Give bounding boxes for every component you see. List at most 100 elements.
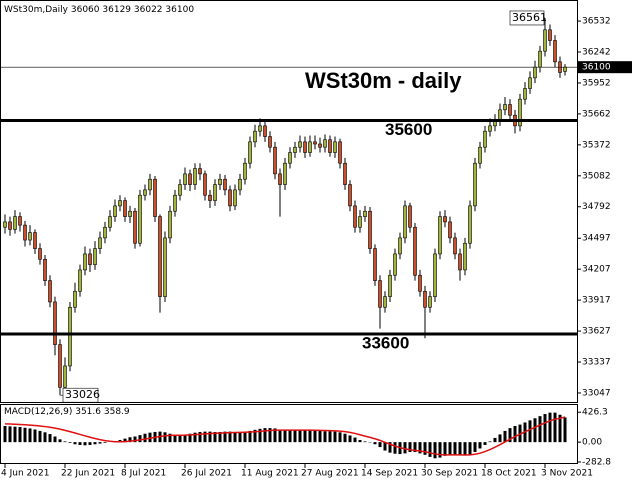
candle-body bbox=[543, 29, 547, 52]
candle-body bbox=[373, 248, 377, 281]
macd-bar bbox=[513, 425, 517, 443]
macd-bar bbox=[33, 429, 37, 443]
macd-bar bbox=[28, 428, 32, 443]
annotation: 36561 bbox=[512, 11, 547, 24]
candle-body bbox=[343, 162, 347, 185]
candle-body bbox=[138, 194, 142, 244]
candle-body bbox=[218, 178, 222, 185]
candle-body bbox=[63, 365, 67, 388]
macd-bar bbox=[93, 442, 97, 445]
macd-bar bbox=[298, 430, 302, 443]
candle-body bbox=[293, 146, 297, 153]
x-tick-label: 27 Aug 2021 bbox=[301, 469, 359, 479]
y-tick-label: 35952 bbox=[582, 78, 611, 88]
y-tick-label: -282.8 bbox=[582, 458, 611, 468]
candle-body bbox=[103, 226, 107, 239]
candle-body bbox=[113, 205, 117, 217]
macd-bar bbox=[258, 428, 262, 443]
price-panel bbox=[0, 0, 578, 403]
candle-body bbox=[263, 125, 267, 137]
macd-bar bbox=[98, 442, 102, 444]
candle-body bbox=[73, 290, 77, 308]
x-tick-label: 14 Sep 2021 bbox=[361, 469, 418, 479]
candle-body bbox=[448, 221, 452, 239]
macd-bar bbox=[13, 426, 17, 443]
x-tick-label: 22 Jun 2021 bbox=[61, 469, 115, 479]
last-low: 36022 bbox=[134, 5, 163, 15]
macd-bar bbox=[283, 430, 287, 443]
candle-body bbox=[48, 280, 52, 303]
candle-body bbox=[133, 210, 137, 244]
candle-body bbox=[33, 232, 37, 249]
macd-bar bbox=[178, 435, 182, 443]
macd-bar bbox=[168, 433, 172, 443]
x-tick-label: 26 Jul 2021 bbox=[181, 469, 232, 479]
candle-body bbox=[88, 253, 92, 265]
macd-bar bbox=[348, 435, 352, 443]
candle-body bbox=[298, 141, 302, 148]
macd-bar bbox=[223, 431, 227, 443]
candle-body bbox=[523, 88, 527, 100]
candle-body bbox=[143, 189, 147, 196]
macd-bar bbox=[428, 442, 432, 457]
macd-bar bbox=[433, 442, 437, 459]
macd-bar bbox=[553, 412, 557, 443]
macd-bar bbox=[268, 428, 272, 443]
candle-body bbox=[278, 173, 282, 185]
candle-body bbox=[268, 136, 272, 148]
macd-bar bbox=[48, 434, 52, 443]
candle-body bbox=[383, 296, 387, 308]
header: WSt30m,Daily 36060 36129 36022 36100 bbox=[4, 5, 194, 15]
macd-bar bbox=[128, 437, 132, 443]
candle-body bbox=[8, 221, 12, 230]
macd-bar bbox=[293, 430, 297, 443]
y-tick-label: 33337 bbox=[582, 358, 611, 368]
candle-body bbox=[488, 125, 492, 132]
candle-body bbox=[333, 141, 337, 153]
macd-bar bbox=[563, 417, 567, 443]
candle-body bbox=[473, 162, 477, 207]
macd-bar bbox=[438, 442, 442, 458]
macd-bar bbox=[333, 431, 337, 443]
candle-body bbox=[463, 242, 467, 271]
macd-bar bbox=[503, 430, 507, 443]
macd-bar bbox=[373, 442, 377, 445]
macd-bar bbox=[58, 439, 62, 443]
candle-body bbox=[3, 221, 7, 228]
candle-body bbox=[223, 178, 227, 191]
macd-bar bbox=[3, 425, 7, 443]
candle-body bbox=[498, 109, 502, 121]
macd-bar bbox=[493, 437, 497, 443]
annotation-box bbox=[62, 387, 99, 403]
candle-body bbox=[533, 66, 537, 79]
macd-bar bbox=[353, 437, 357, 443]
x-tick-label: 18 Oct 2021 bbox=[481, 469, 537, 479]
candle-body bbox=[208, 194, 212, 201]
annotation-box bbox=[509, 10, 545, 26]
macd-bar bbox=[213, 431, 217, 443]
price-tag bbox=[578, 61, 632, 74]
macd-bar bbox=[423, 442, 427, 455]
candle-body bbox=[123, 200, 127, 217]
macd-bar bbox=[253, 429, 257, 443]
macd-bar bbox=[313, 430, 317, 443]
candle-body bbox=[393, 253, 397, 276]
candle-body bbox=[108, 216, 112, 228]
candle-body bbox=[78, 269, 82, 292]
macd-bar bbox=[478, 442, 482, 449]
macd-bar bbox=[103, 442, 107, 443]
candle-body bbox=[118, 200, 122, 207]
candle-body bbox=[418, 274, 422, 292]
candle-body bbox=[408, 205, 412, 228]
candle-body bbox=[303, 141, 307, 153]
macd-bar bbox=[443, 442, 447, 456]
candle-body bbox=[503, 104, 507, 111]
macd-bar bbox=[228, 431, 232, 443]
macd-bar bbox=[388, 442, 392, 453]
candle-body bbox=[28, 232, 32, 241]
macd-bar bbox=[418, 442, 422, 454]
macd-bar bbox=[338, 432, 342, 443]
candle-body bbox=[413, 226, 417, 276]
macd-bar bbox=[238, 431, 242, 443]
